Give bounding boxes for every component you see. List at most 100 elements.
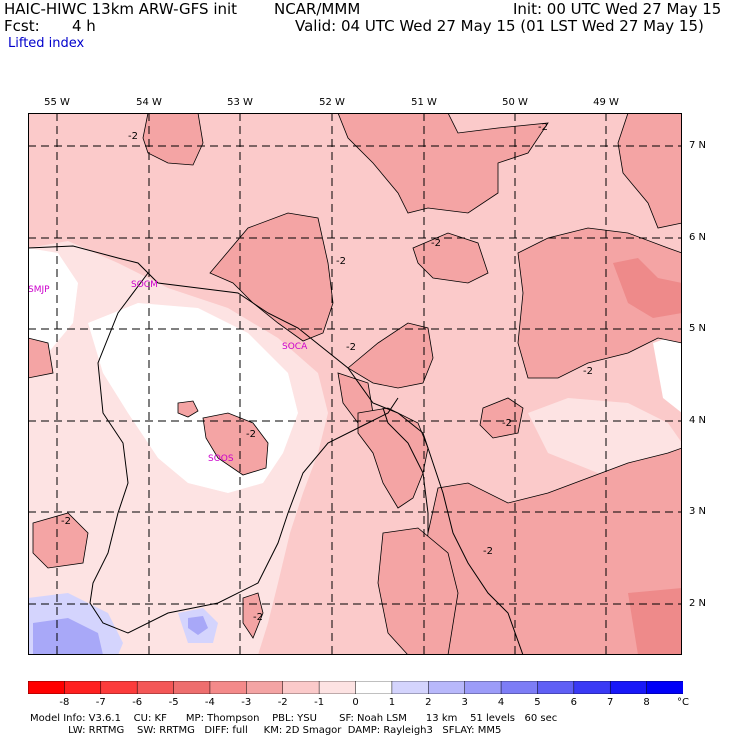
colorbar-tick-label: -4 [204, 697, 215, 708]
colorbar-tick-label: -5 [168, 697, 179, 708]
contour-label: -2 [61, 516, 71, 527]
colorbar-labels: -8 -7 -6 -5 -4 -3 -2 -1 0 1 2 3 4 5 6 7 8 [0, 697, 740, 711]
colorbar [28, 681, 683, 694]
contour-label: -2 [431, 238, 441, 249]
region-core [628, 588, 682, 655]
colorbar-swatch [464, 681, 502, 694]
region-unstable [337, 113, 549, 214]
init-time: Init: 00 UTC Wed 27 May 15 [513, 0, 722, 18]
coastline [28, 245, 524, 655]
contour-label: -2 [253, 612, 263, 623]
border-line [382, 407, 429, 533]
colorbar-tick-label: 7 [607, 697, 614, 708]
model-title: HAIC-HIWC 13km ARW-GFS init [4, 0, 238, 18]
region-unstable [142, 113, 204, 166]
model-info-line2: LW: RRTMG SW: RRTMG DIFF: full KM: 2D Sm… [30, 725, 502, 736]
colorbar-swatch [173, 681, 211, 694]
lon-label: 49 W [593, 97, 619, 108]
org-label: NCAR/MMM [274, 0, 361, 18]
region-unstable [28, 337, 54, 379]
colorbar-unit: °C [677, 697, 689, 708]
region-core [613, 258, 682, 318]
colorbar-swatch [209, 681, 248, 694]
colorbar-swatch [136, 681, 175, 694]
colorbar-tick-label: -1 [314, 697, 325, 708]
valid-time: Valid: 04 UTC Wed 27 May 15 (01 LST Wed … [295, 17, 704, 35]
region-unstable [32, 512, 89, 569]
region-unstable [617, 113, 682, 229]
station-label: SOCA [282, 342, 308, 352]
region-unstable [412, 232, 489, 284]
forecast-label: Fcst: [4, 17, 40, 35]
colorbar-tick-label: 1 [388, 697, 396, 708]
lon-label: 50 W [502, 97, 528, 108]
contour-label: -2 [483, 546, 493, 557]
field-blue [33, 618, 103, 655]
lon-label: 53 W [227, 97, 253, 108]
colorbar-tick-label: 3 [461, 697, 468, 708]
colorbar-swatch [646, 681, 683, 694]
lat-label: 4 N [689, 415, 707, 426]
field-white [653, 333, 682, 413]
lat-label: 3 N [689, 506, 707, 517]
contour-label: -2 [246, 429, 256, 440]
colorbar-swatch [391, 681, 430, 694]
colorbar-swatch [573, 681, 611, 694]
lon-label: 54 W [136, 97, 162, 108]
region-unstable [202, 412, 269, 476]
lon-label: 51 W [411, 97, 437, 108]
field-white [28, 248, 78, 358]
contour-label: -2 [346, 342, 356, 353]
contour-label: -2 [502, 418, 512, 429]
colorbar-swatch [500, 681, 539, 694]
lat-label: 5 N [689, 323, 707, 334]
region-unstable [357, 407, 429, 509]
contour-label: -2 [583, 366, 593, 377]
colorbar-swatch [355, 681, 393, 694]
colorbar-swatch [537, 681, 575, 694]
colorbar-tick-label: -3 [241, 697, 252, 708]
colorbar-tick-label: 4 [497, 697, 505, 708]
region-unstable [177, 400, 199, 418]
colorbar-swatch [318, 681, 357, 694]
field-blue [188, 616, 208, 635]
colorbar-swatch [609, 681, 648, 694]
lat-label: 7 N [689, 140, 707, 151]
model-info-line1: Model Info: V3.6.1 CU: KF MP: Thompson P… [30, 713, 558, 724]
colorbar-swatch [64, 681, 102, 694]
lat-label: 6 N [689, 232, 707, 243]
colorbar-tick-label: 8 [643, 697, 650, 708]
region-unstable [377, 527, 459, 655]
region-unstable [209, 212, 334, 342]
border-line [89, 272, 399, 634]
colorbar-tick-label: 2 [425, 697, 432, 708]
colorbar-tick-label: -2 [277, 697, 288, 708]
colorbar-tick-label: -8 [59, 697, 70, 708]
colorbar-swatch [428, 681, 466, 694]
forecast-hour: 4 h [72, 17, 96, 35]
lifted-index-map: -2 -2 -2 -2 -2 -2 -2 -2 -2 -2 -2 SMJP SO… [28, 113, 682, 655]
colorbar-swatch [28, 681, 66, 694]
region-unstable [347, 322, 434, 389]
lon-label: 55 W [44, 97, 70, 108]
lon-label: 52 W [319, 97, 345, 108]
colorbar-tick-label: 5 [534, 697, 541, 708]
colorbar-swatch [246, 681, 284, 694]
colorbar-tick-label: 0 [352, 697, 359, 708]
colorbar-swatch [282, 681, 320, 694]
station-label: SOOS [208, 454, 234, 464]
lat-label: 2 N [689, 598, 707, 609]
contour-label: -2 [336, 256, 346, 267]
contour-label: -2 [128, 131, 138, 142]
contour-label: -2 [538, 122, 548, 133]
colorbar-tick-label: 6 [570, 697, 577, 708]
colorbar-swatch [100, 681, 138, 694]
station-label: SOCM [131, 280, 158, 290]
colorbar-tick-label: -7 [95, 697, 106, 708]
region-unstable [242, 592, 264, 639]
region-unstable [479, 397, 524, 439]
map-frame [28, 113, 682, 655]
field-name: Lifted index [8, 36, 85, 51]
colorbar-tick-label: -6 [132, 697, 143, 708]
station-label: SMJP [28, 285, 50, 295]
